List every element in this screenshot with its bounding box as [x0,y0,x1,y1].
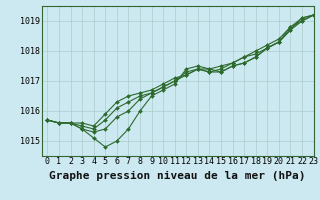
X-axis label: Graphe pression niveau de la mer (hPa): Graphe pression niveau de la mer (hPa) [49,171,306,181]
